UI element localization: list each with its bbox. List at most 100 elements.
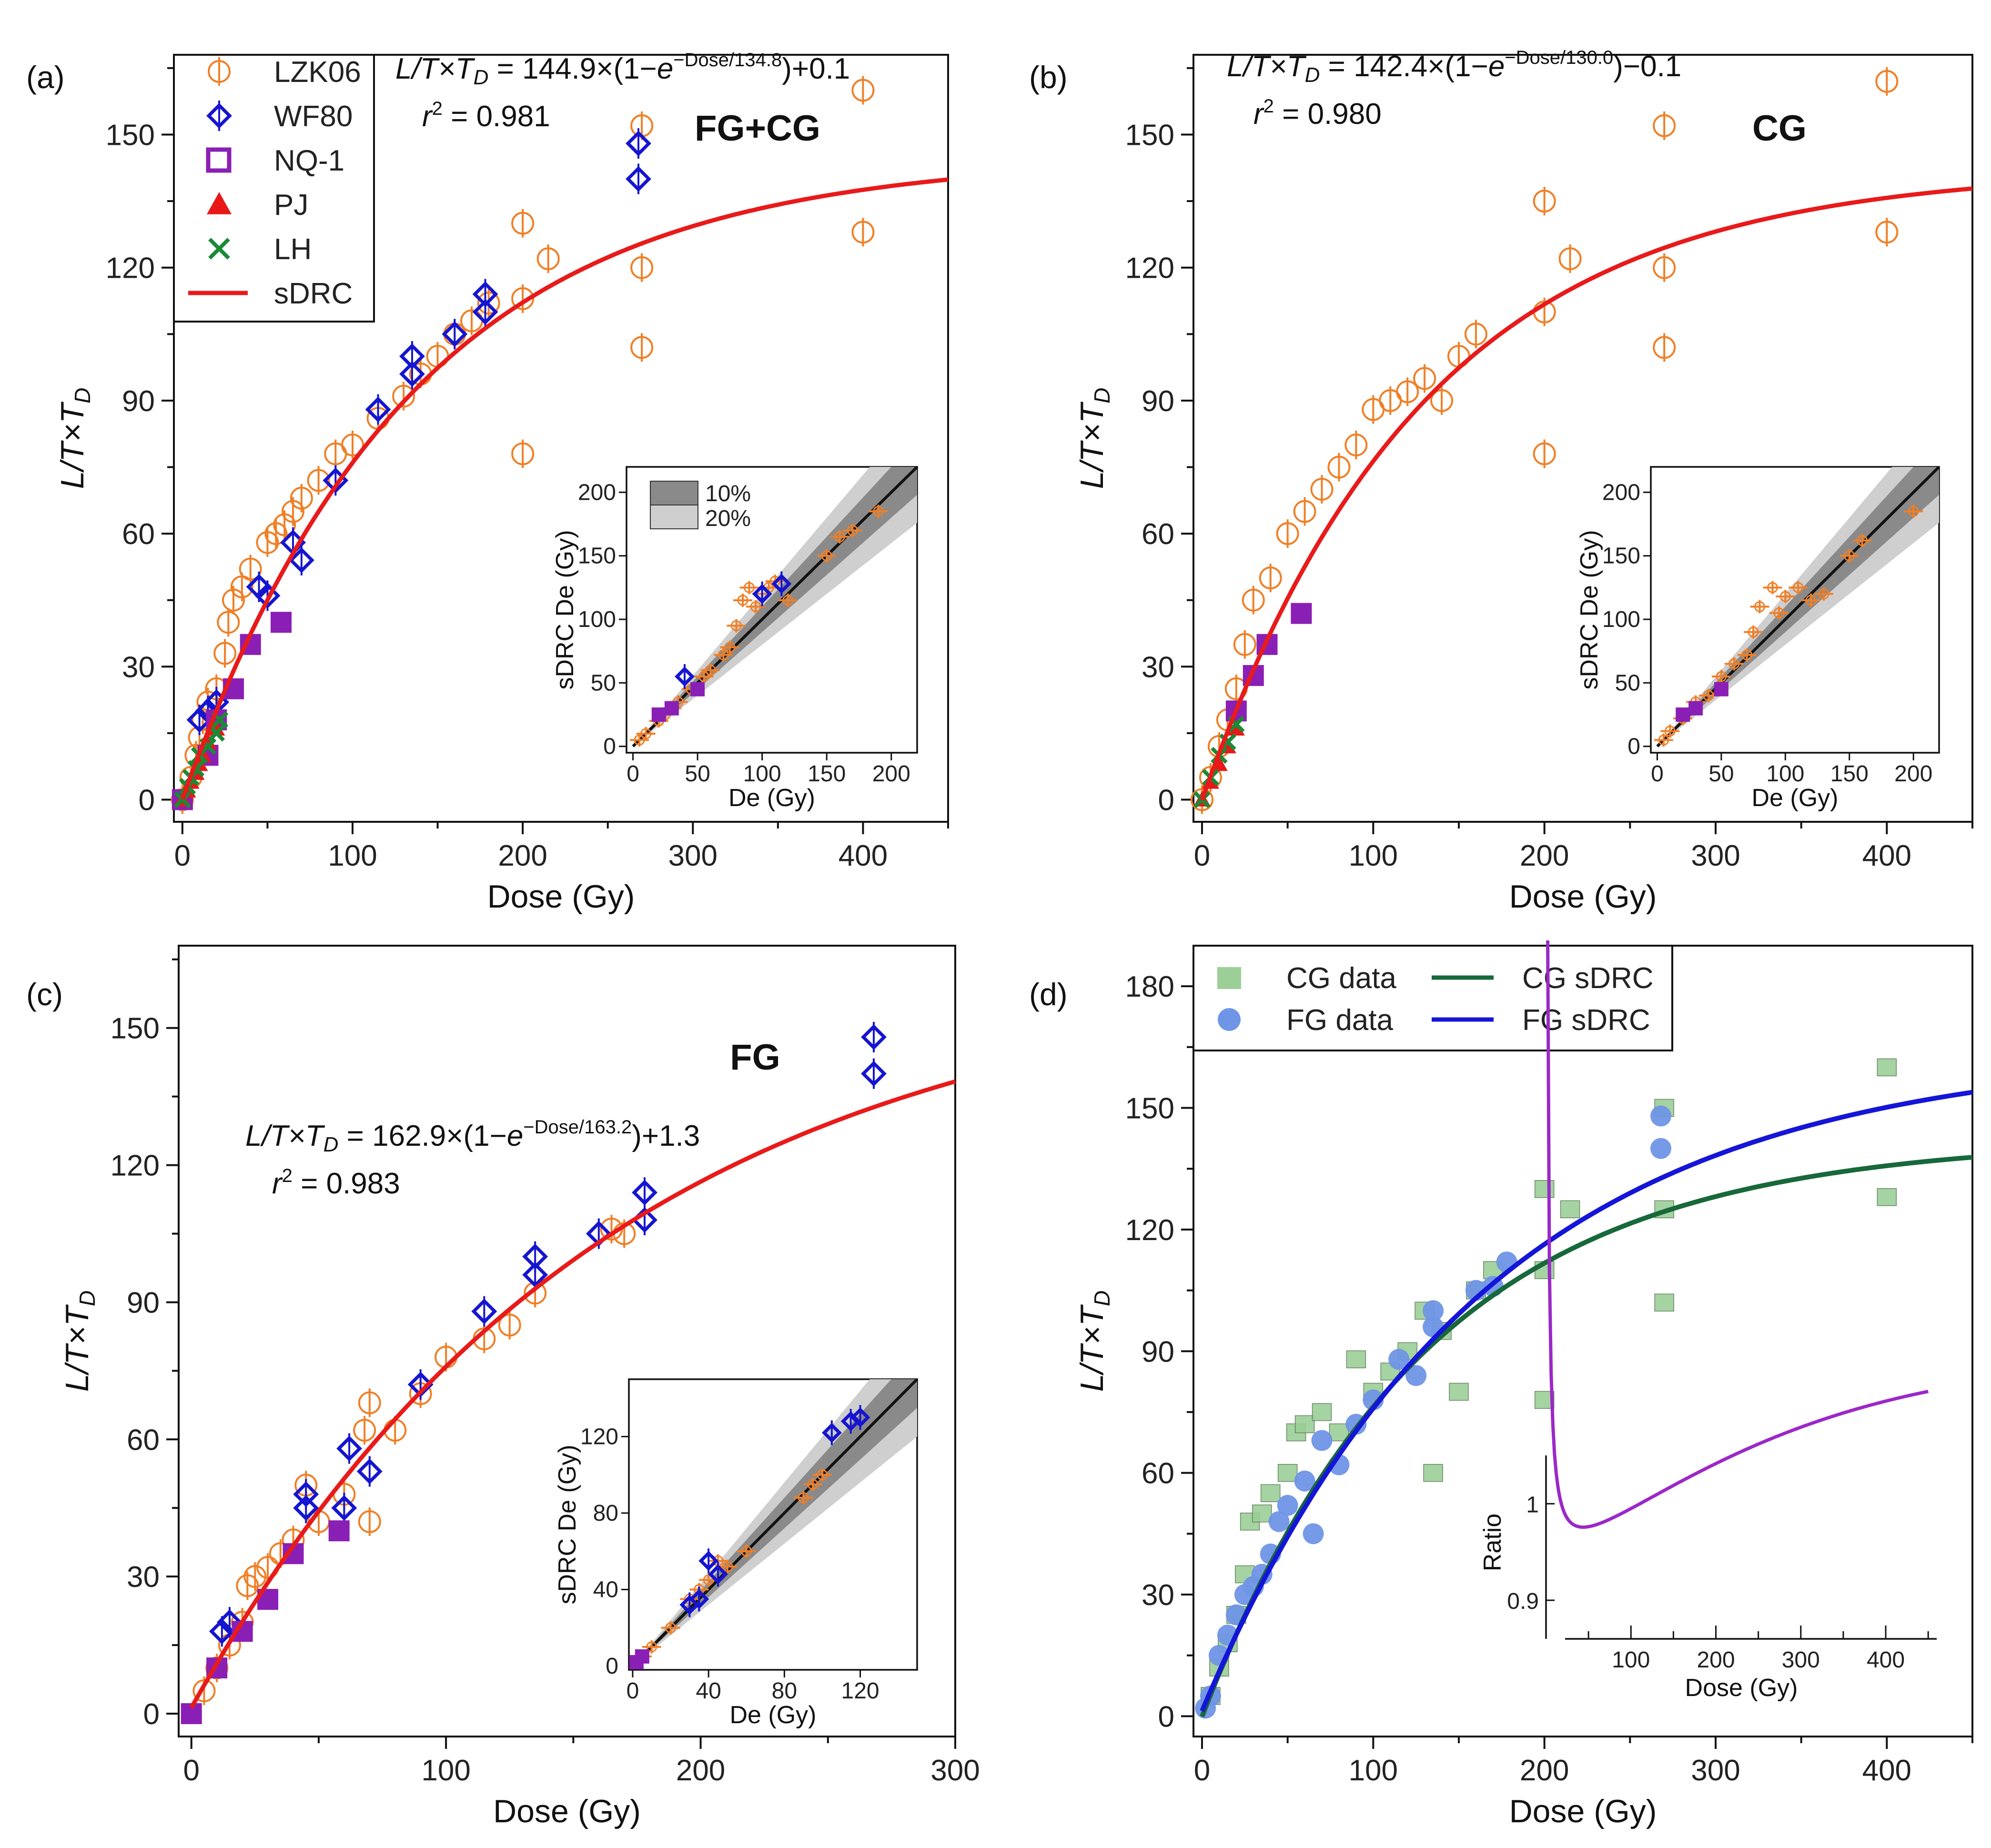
y-tick-label: 150 <box>106 119 155 152</box>
x-tick-label: 0 <box>1194 1754 1210 1787</box>
inset-y-tick-label: 100 <box>578 607 616 632</box>
eq-mid: = 162.9×(1− <box>338 1120 506 1152</box>
inset-lzk06-point <box>737 595 748 606</box>
fg-data-point <box>1388 1349 1410 1370</box>
eq-e: e <box>1488 50 1505 83</box>
inset-lzk06-point <box>646 1641 657 1653</box>
cg-data-point <box>1277 1464 1298 1482</box>
panel-label: (d) <box>1029 977 1068 1012</box>
eq-tail: )+0.1 <box>782 52 850 85</box>
y-tick-label: 30 <box>1142 1579 1174 1612</box>
inset-y-tick-label: 50 <box>1615 670 1640 696</box>
y-tick-label: 30 <box>127 1561 160 1594</box>
cg-data-point <box>1346 1350 1366 1369</box>
r2-sup: 2 <box>282 1165 293 1186</box>
fg-sdrc-curve <box>1200 1090 1973 1712</box>
ratio-y-tick-label: 0.9 <box>1507 1589 1539 1614</box>
y-tick-label: 90 <box>1142 385 1174 418</box>
inset-lzk06-point <box>718 649 729 661</box>
inset-x-tick-label: 200 <box>872 761 910 787</box>
inset-lzk06-point <box>744 582 755 593</box>
fit-equation: L/T×TD = 144.9×(1−e−Dose/134.8)+0.1 <box>395 50 850 89</box>
nq1-point <box>635 1649 649 1664</box>
x-tick-label: 300 <box>1691 839 1740 872</box>
band-legend-10-label: 10% <box>705 481 751 506</box>
band-legend-20-swatch <box>650 505 698 529</box>
cg-data-point <box>1329 1423 1349 1442</box>
inset-lzk06-point <box>1748 626 1759 638</box>
inset-x-tick-label: 50 <box>1708 761 1734 787</box>
plot-frame <box>173 54 949 823</box>
y-tick-label: 150 <box>1125 1092 1174 1125</box>
x-axis-label: Dose (Gy) <box>487 879 635 915</box>
inset-lzk06-point <box>1908 505 1919 517</box>
y-tick-label: 90 <box>1142 1335 1174 1368</box>
legend: LZK06 WF80 NQ-1 PJ LH sDRC <box>173 54 375 323</box>
plot-frame <box>178 945 956 1737</box>
x-axis-label: Dose (Gy) <box>1509 879 1657 915</box>
inset-x-label: De (Gy) <box>1752 784 1839 812</box>
fg-data-point <box>1303 1523 1324 1545</box>
inset-x-tick-label: 120 <box>841 1678 879 1704</box>
legend-label: LZK06 <box>274 56 361 89</box>
inset-lzk06-point <box>750 601 761 612</box>
y-axis-label-main: L/T×T <box>1074 1304 1110 1392</box>
cg-data-point <box>1294 1415 1315 1434</box>
eq-mid: = 142.4×(1− <box>1320 50 1488 83</box>
ratio-x-tick-label: 400 <box>1867 1647 1905 1673</box>
inset-lzk06-point <box>1664 726 1676 737</box>
y-axis-label-sub: D <box>1090 1291 1114 1306</box>
legend-cg-data-swatch <box>1217 967 1241 989</box>
y-tick-label: 60 <box>1142 1457 1174 1490</box>
inset-x-tick-label: 150 <box>808 761 846 787</box>
r2-val: = 0.980 <box>1274 98 1382 131</box>
y-tick-label: 60 <box>1142 518 1174 551</box>
y-tick-label: 150 <box>1125 119 1174 152</box>
inset-y-tick-label: 150 <box>578 544 616 569</box>
fg-data-point <box>1423 1300 1444 1322</box>
inset-y-tick-label: 120 <box>580 1424 618 1449</box>
nq1-point <box>271 612 292 633</box>
fg-data-point <box>1268 1511 1290 1532</box>
inset-lzk06-point <box>1741 649 1753 661</box>
plot-frame <box>1193 945 1973 1737</box>
x-tick-label: 200 <box>676 1754 725 1787</box>
pj-point <box>207 192 232 214</box>
inset-lzk06-point <box>1703 690 1714 701</box>
y-axis-label: L/T×TD <box>1074 1291 1114 1392</box>
nq1-point <box>1688 701 1703 716</box>
eq-exp: −Dose/134.8 <box>673 50 782 71</box>
nq1-point <box>1676 707 1690 722</box>
inset-y-tick-label: 80 <box>593 1501 618 1526</box>
inset-lzk06-point <box>724 642 736 653</box>
cg-data-point <box>1877 1058 1897 1077</box>
cg-data-point <box>1423 1464 1443 1482</box>
inset-lzk06-point <box>817 1469 828 1481</box>
inset-lzk06-point <box>1857 535 1868 546</box>
panel-label: (a) <box>26 60 65 95</box>
r2-val: = 0.981 <box>443 100 550 133</box>
legend-label: WF80 <box>274 100 353 133</box>
nq1-point <box>1291 603 1312 624</box>
inset-lzk06-point <box>847 525 858 536</box>
x-tick-label: 200 <box>1520 1754 1569 1787</box>
cg-data-point <box>1654 1293 1674 1312</box>
x-tick-label: 0 <box>183 1754 199 1787</box>
legend-label: CG sDRC <box>1522 962 1654 995</box>
inset-x-tick-label: 50 <box>685 761 710 787</box>
inset-x-tick-label: 200 <box>1894 761 1932 787</box>
y-tick-label: 120 <box>1125 252 1174 285</box>
x-axis-label: Dose (Gy) <box>493 1793 641 1829</box>
band-legend-20-label: 20% <box>705 506 751 531</box>
ratio-x-tick-label: 300 <box>1782 1647 1820 1673</box>
r2-sup: 2 <box>1263 96 1274 117</box>
inset-lzk06-point <box>1716 671 1727 682</box>
inset-y-tick-label: 200 <box>1602 480 1640 505</box>
inset-lzk06-point <box>1728 658 1740 669</box>
inset-lzk06-point <box>1844 550 1855 562</box>
legend-label: FG sDRC <box>1522 1004 1650 1037</box>
nq1-point <box>664 701 679 716</box>
fg-data-point <box>1294 1470 1315 1492</box>
